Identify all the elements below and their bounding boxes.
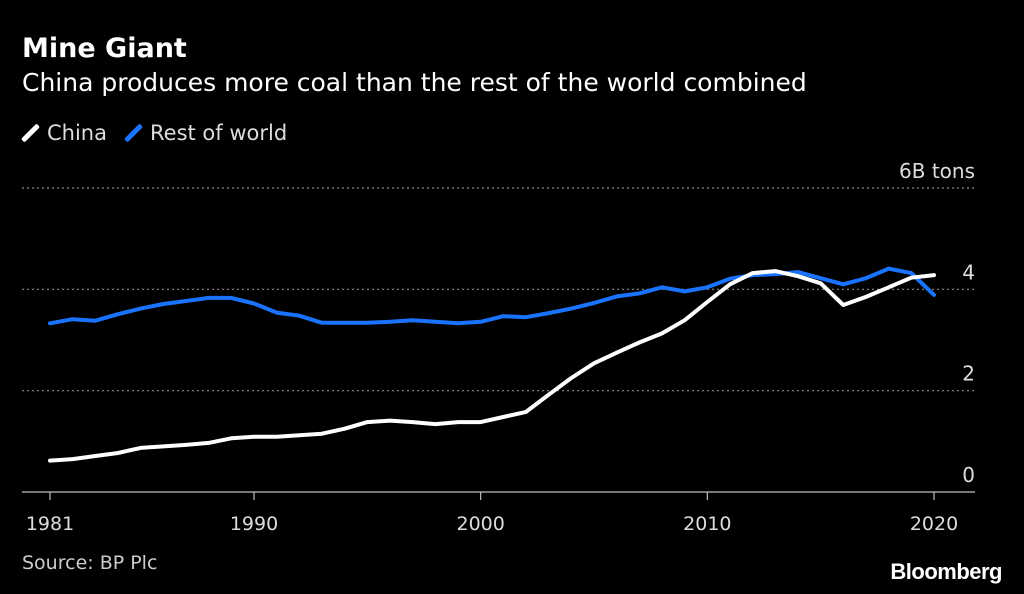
x-tick-label-2010: 2010 — [683, 513, 731, 535]
x-tick-label-2020: 2020 — [910, 513, 958, 535]
chart-subtitle: China produces more coal than the rest o… — [22, 68, 807, 97]
chart-title: Mine Giant — [22, 33, 187, 64]
legend-item-china: China — [20, 121, 107, 145]
legend-label-rest-of-world: Rest of world — [150, 121, 288, 145]
series-line-china — [48, 269, 936, 463]
x-tick-label-2000: 2000 — [456, 513, 504, 535]
y-tick-label-2: 2 — [962, 362, 975, 386]
y-tick-label-4: 4 — [962, 260, 975, 284]
y-tick-label-0: 0 — [962, 463, 975, 487]
source-note: Source: BP Plc — [22, 552, 158, 574]
legend-item-rest-of-world: Rest of world — [123, 121, 288, 145]
chart-legend: China Rest of world — [20, 118, 288, 148]
y-tick-label-6: 6B tons — [899, 159, 975, 183]
bloomberg-logo: Bloomberg — [890, 559, 1002, 584]
x-tick-label-1981: 1981 — [26, 513, 74, 535]
x-tick-label-1990: 1990 — [230, 513, 278, 535]
legend-label-china: China — [47, 121, 107, 145]
